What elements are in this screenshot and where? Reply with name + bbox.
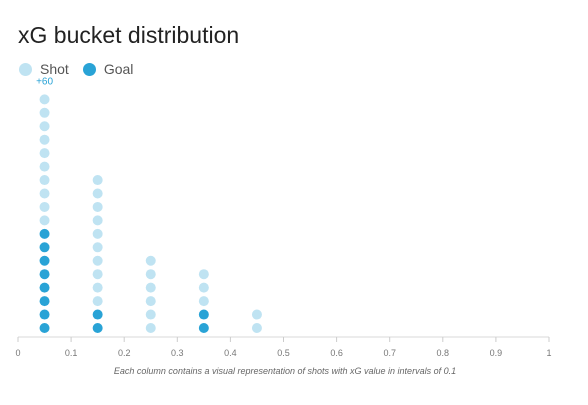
shot-dot bbox=[39, 107, 50, 118]
x-tick-label: 0.6 bbox=[330, 348, 343, 358]
goal-dot bbox=[39, 228, 50, 239]
legend-marker-shot bbox=[19, 62, 32, 76]
shot-dot bbox=[92, 296, 103, 307]
shot-dot bbox=[198, 296, 209, 307]
shot-dot bbox=[92, 255, 103, 266]
goal-dot bbox=[92, 323, 103, 333]
shot-dot bbox=[145, 282, 156, 293]
shot-dot bbox=[92, 201, 103, 212]
shot-dot bbox=[39, 215, 50, 226]
shot-dot bbox=[39, 121, 50, 132]
x-tick-label: 0.2 bbox=[118, 348, 131, 358]
goal-dot bbox=[39, 269, 50, 280]
shot-dot bbox=[92, 282, 103, 293]
shot-dot bbox=[198, 282, 209, 293]
x-tick-label: 0.3 bbox=[171, 348, 184, 358]
shot-dot bbox=[39, 94, 50, 105]
legend-item-shot[interactable]: Shot bbox=[19, 61, 69, 77]
shot-dot bbox=[92, 269, 103, 280]
x-tick-label: 0.1 bbox=[65, 348, 78, 358]
shot-dot bbox=[92, 188, 103, 199]
goal-dot bbox=[39, 309, 50, 320]
shot-dot bbox=[39, 188, 50, 199]
shot-dot bbox=[39, 161, 50, 172]
goal-dot bbox=[39, 296, 50, 307]
shot-dot bbox=[145, 323, 156, 333]
shot-dot bbox=[92, 228, 103, 239]
x-tick-label: 0 bbox=[15, 348, 20, 358]
goal-dot bbox=[39, 323, 50, 333]
shot-dot bbox=[39, 148, 50, 159]
shot-dot bbox=[92, 175, 103, 186]
chart-title: xG bucket distribution bbox=[18, 22, 240, 48]
shot-dot bbox=[92, 242, 103, 253]
x-tick-label: 0.8 bbox=[437, 348, 450, 358]
shot-dot bbox=[251, 309, 262, 320]
x-tick-label: 0.7 bbox=[383, 348, 396, 358]
x-tick-label: 0.9 bbox=[490, 348, 503, 358]
shot-dot bbox=[39, 175, 50, 186]
shot-dot bbox=[92, 215, 103, 226]
goal-dot bbox=[198, 309, 209, 320]
goal-dot bbox=[39, 282, 50, 293]
shot-dot bbox=[145, 296, 156, 307]
x-tick-label: 0.4 bbox=[224, 348, 237, 358]
shot-dot bbox=[145, 309, 156, 320]
legend-label-goal: Goal bbox=[103, 61, 134, 77]
legend-marker-goal bbox=[82, 62, 96, 76]
shot-dot bbox=[251, 323, 262, 333]
legend-label-shot: Shot bbox=[40, 61, 69, 77]
x-tick-label: 0.5 bbox=[277, 348, 290, 358]
goal-dot bbox=[39, 242, 50, 253]
shot-dot bbox=[39, 134, 50, 145]
legend-item-goal[interactable]: Goal bbox=[82, 61, 134, 77]
overflow-count-label: +60 bbox=[36, 76, 53, 87]
goal-dot bbox=[39, 255, 50, 266]
goal-dot bbox=[198, 323, 209, 333]
shot-dot bbox=[145, 255, 156, 266]
legend: Shot Goal bbox=[19, 61, 147, 77]
shot-dot bbox=[198, 269, 209, 280]
x-tick-label: 1 bbox=[546, 348, 551, 358]
shot-dot bbox=[145, 269, 156, 280]
goal-dot bbox=[92, 309, 103, 320]
shot-dot bbox=[39, 201, 50, 212]
chart-caption: Each column contains a visual representa… bbox=[113, 366, 457, 376]
